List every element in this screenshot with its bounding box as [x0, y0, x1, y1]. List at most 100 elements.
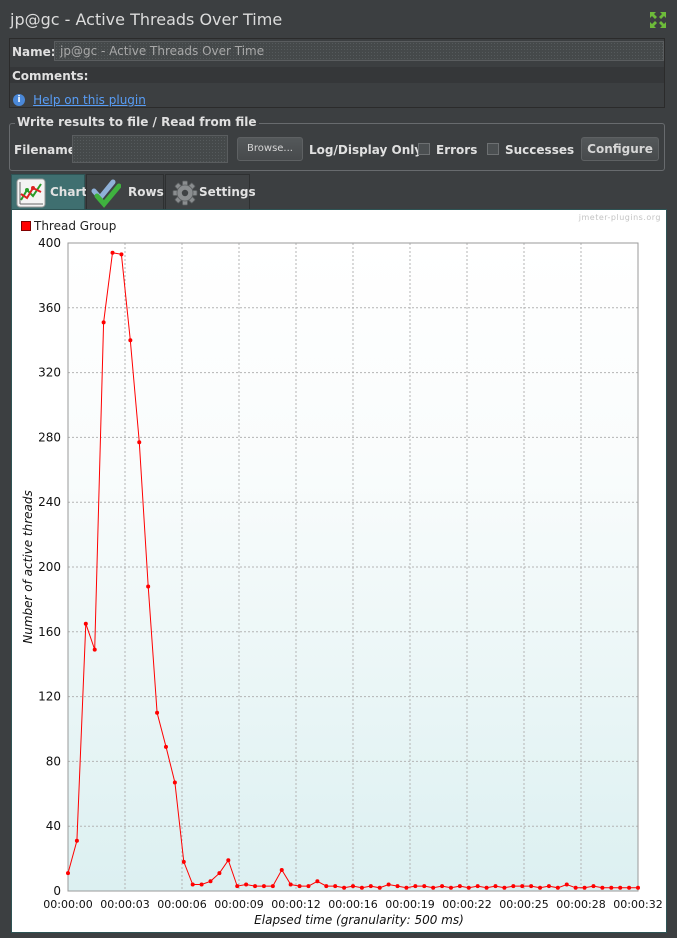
x-tick-label: 00:00:28 [556, 898, 605, 911]
data-point [591, 884, 596, 889]
data-point [555, 885, 560, 890]
data-point [83, 621, 88, 626]
expand-icon[interactable] [649, 11, 667, 29]
data-point [226, 858, 231, 863]
comments-field[interactable]: Comments: [10, 67, 664, 83]
data-point [333, 884, 338, 889]
data-point [270, 884, 275, 889]
data-point [520, 884, 525, 889]
x-tick-label: 00:00:22 [442, 898, 491, 911]
x-tick-label: 00:00:25 [499, 898, 548, 911]
x-tick-label: 00:00:03 [100, 898, 149, 911]
data-point [92, 647, 97, 652]
name-comments-panel: Name: jp@gc - Active Threads Over Time C… [9, 38, 665, 108]
help-row: i Help on this plugin [13, 89, 146, 108]
data-point [253, 884, 258, 889]
data-point [110, 250, 115, 255]
data-point [163, 744, 168, 749]
file-panel: Write results to file / Read from file F… [9, 115, 665, 171]
chart-icon [16, 178, 46, 208]
data-point [440, 884, 445, 889]
legend-label-thread-group: Thread Group [34, 219, 117, 233]
successes-checkbox[interactable] [487, 143, 499, 155]
info-icon: i [13, 93, 25, 106]
log-display-label: Log/Display Only: [309, 143, 427, 157]
tab-settings-label: Settings [199, 185, 256, 199]
data-point [190, 882, 195, 887]
data-point [404, 885, 409, 890]
data-point [448, 885, 453, 890]
data-point [74, 838, 79, 843]
data-point [324, 884, 329, 889]
data-point [351, 884, 355, 889]
x-tick-label: 00:00:06 [157, 898, 206, 911]
comments-label: Comments: [12, 69, 89, 83]
title-bar: jp@gc - Active Threads Over Time [0, 0, 677, 38]
x-tick-label: 00:00:00 [43, 898, 92, 911]
data-point [119, 252, 124, 257]
data-point [395, 884, 400, 889]
data-point [564, 882, 569, 887]
checkmarks-icon [91, 179, 121, 208]
filename-label: Filename [14, 143, 76, 157]
plot-border [67, 242, 639, 892]
x-tick-label: 00:00:19 [385, 898, 434, 911]
y-tick-label: 400 [38, 236, 61, 250]
help-link[interactable]: Help on this plugin [33, 92, 146, 107]
data-point [172, 780, 177, 785]
y-tick-label: 120 [38, 690, 61, 704]
successes-label: Successes [505, 143, 575, 157]
data-point [208, 879, 213, 884]
y-tick-label: 40 [46, 819, 61, 833]
data-point [146, 584, 151, 589]
active-threads-chart: 0 40 80 120 160 200 240 280 320 360 400 00:00:00 00:… [21, 236, 663, 927]
y-tick-label: 80 [46, 754, 61, 768]
data-point [155, 710, 160, 715]
watermark: jmeter-plugins.org [578, 213, 661, 222]
name-label: Name: [12, 45, 56, 59]
data-point [137, 440, 142, 445]
tab-chart[interactable]: Chart [11, 174, 87, 210]
data-point [359, 885, 364, 890]
filename-input[interactable] [72, 135, 228, 163]
data-point [368, 884, 373, 889]
name-input[interactable]: jp@gc - Active Threads Over Time [54, 41, 664, 61]
data-point [422, 884, 427, 889]
x-tick-label: 00:00:16 [328, 898, 377, 911]
data-point [636, 885, 640, 890]
browse-button[interactable]: Browse... [237, 137, 303, 161]
data-point [600, 885, 605, 890]
data-point [199, 882, 204, 887]
tab-settings[interactable]: Settings [165, 174, 256, 210]
data-point [181, 859, 186, 864]
data-point [627, 885, 632, 890]
data-point [502, 885, 507, 890]
errors-checkbox[interactable] [418, 143, 430, 155]
data-point [573, 885, 578, 890]
configure-button[interactable]: Configure [581, 137, 659, 161]
data-point [386, 882, 391, 887]
window-title: jp@gc - Active Threads Over Time [10, 10, 283, 29]
y-tick-label: 320 [38, 366, 61, 380]
data-point [466, 885, 471, 890]
data-point [493, 884, 498, 889]
y-tick-label: 0 [53, 884, 61, 898]
gear-icon [172, 180, 198, 206]
data-point [342, 885, 347, 890]
chart-panel: 0 40 80 120 160 200 240 280 320 360 400 00:00:00 00:… [11, 209, 667, 933]
data-point [377, 885, 382, 890]
tab-rows[interactable]: Rows [86, 174, 164, 210]
data-point [609, 885, 614, 890]
data-point [546, 884, 551, 889]
x-axis-label: Elapsed time (granularity: 500 ms) [254, 913, 464, 927]
data-point [101, 320, 106, 325]
data-point [431, 885, 436, 890]
y-axis-label: Number of active threads [21, 490, 35, 644]
data-point [66, 871, 70, 876]
data-point [297, 884, 302, 889]
data-point [538, 885, 543, 890]
data-point [306, 884, 311, 889]
data-point [511, 884, 516, 889]
data-point [475, 884, 480, 889]
y-tick-label: 240 [38, 495, 61, 509]
